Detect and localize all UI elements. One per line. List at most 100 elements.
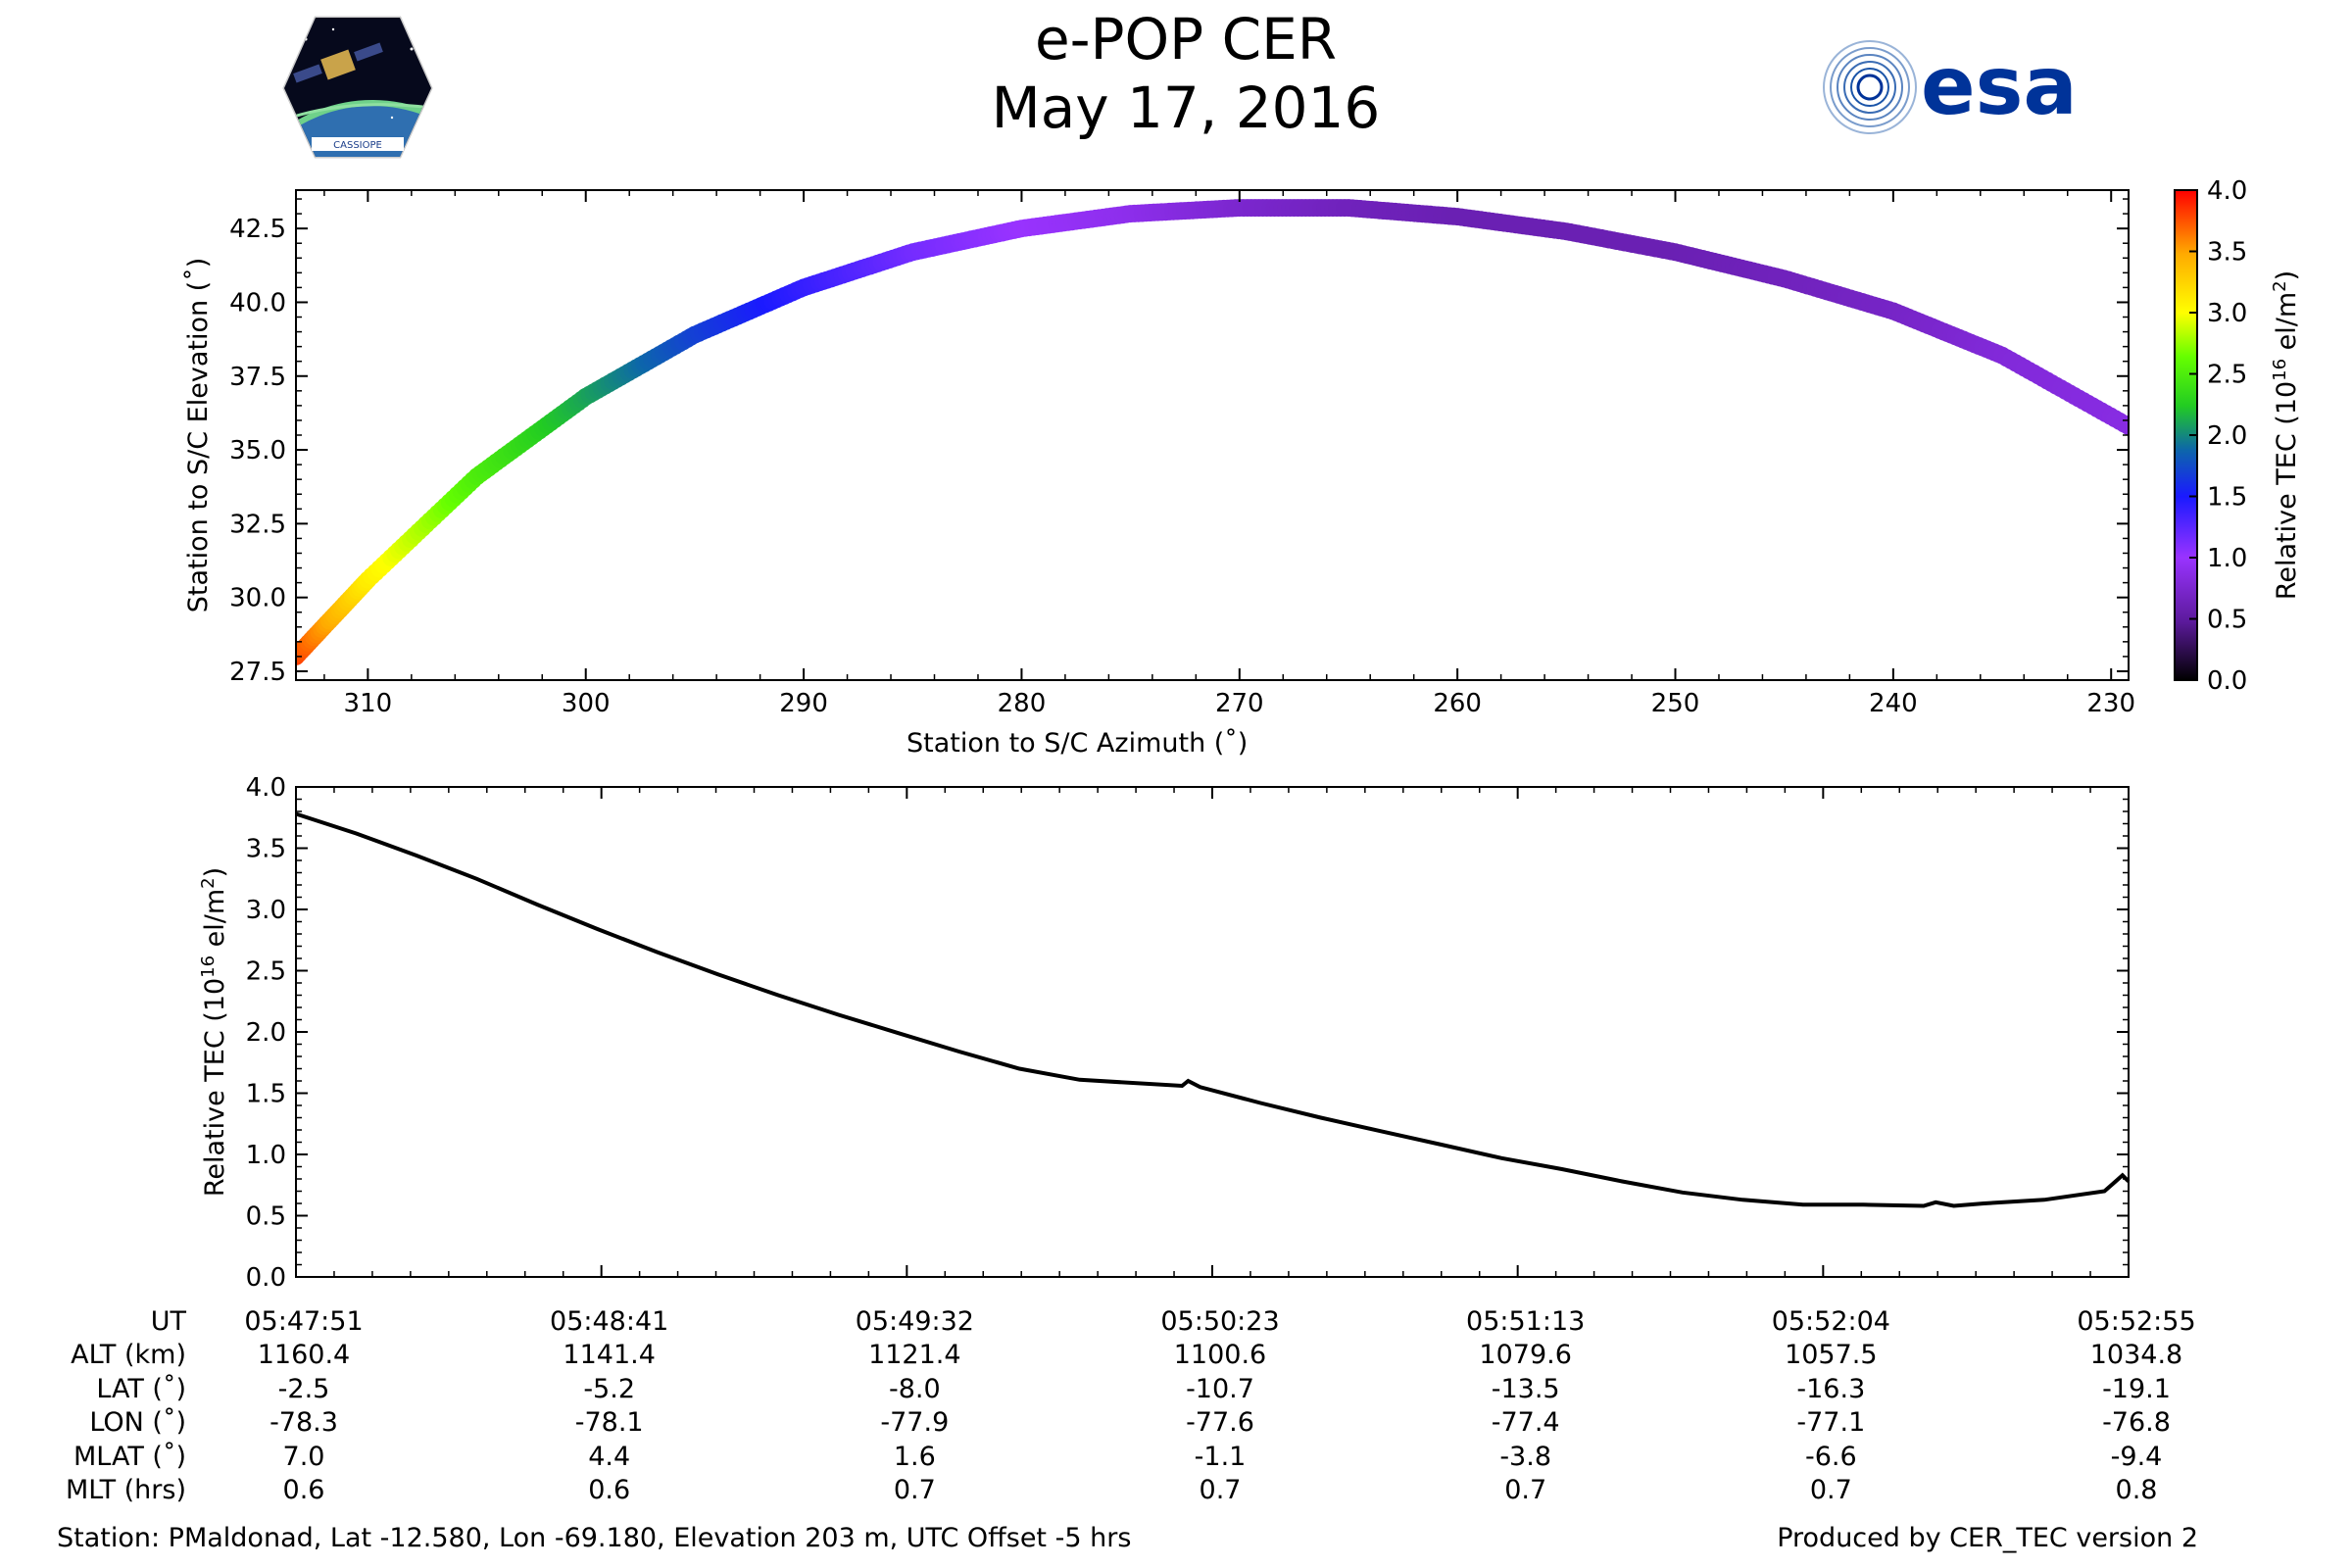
table-cell: -78.3 <box>270 1407 338 1438</box>
colorbar-ticks: 0.0 0.5 1.0 1.5 2.0 2.5 3.0 3.5 4.0 <box>2189 176 2247 696</box>
y-tick-label: 0.5 <box>246 1202 286 1232</box>
producer-info: Produced by CER_TEC version 2 <box>1777 1523 2198 1553</box>
colorbar-tick-label: 0.5 <box>2207 606 2247 635</box>
table-cell: -3.8 <box>1499 1442 1551 1472</box>
bottom-chart-ylabel: Relative TEC (1016 el/m2) <box>198 867 231 1197</box>
colorbar-tick-label: 3.5 <box>2207 238 2247 268</box>
table-cell: -8.0 <box>889 1374 941 1404</box>
table-cell: 1141.4 <box>563 1340 655 1370</box>
table-cell: 0.7 <box>1200 1475 1242 1505</box>
y-tick-label: 2.0 <box>246 1018 286 1048</box>
y-tick-label: 40.0 <box>229 288 286 318</box>
colorbar-tick-label: 4.0 <box>2207 176 2247 206</box>
table-cell: 0.8 <box>2116 1475 2158 1505</box>
top-chart-xlabel: Station to S/C Azimuth (˚) <box>906 728 1248 759</box>
table-cell: 0.7 <box>1504 1475 1546 1505</box>
table-row-label: UT <box>151 1306 187 1337</box>
y-tick-label: 1.0 <box>246 1141 286 1170</box>
y-tick-label: 1.5 <box>246 1080 286 1109</box>
colorbar-tick-label: 1.5 <box>2207 483 2247 513</box>
colorbar-tick-label: 2.5 <box>2207 361 2247 390</box>
colorbar-tick-label: 3.0 <box>2207 299 2247 328</box>
y-tick-label: 30.0 <box>229 584 286 613</box>
bottom-chart-ticks: 0.0 0.5 1.0 1.5 2.0 2.5 3.0 3.5 4.0 <box>246 773 2130 1293</box>
table-cell: 05:50:23 <box>1160 1306 1279 1337</box>
table-cell: 1057.5 <box>1785 1340 1877 1370</box>
table-cell: 05:49:32 <box>856 1306 974 1337</box>
y-tick-label: 32.5 <box>229 510 286 539</box>
table-row-label: MLAT (˚) <box>74 1442 186 1472</box>
table-cell: 1121.4 <box>868 1340 960 1370</box>
colorbar-tick-label: 0.0 <box>2207 666 2247 696</box>
table-cell: 0.7 <box>1810 1475 1852 1505</box>
top-chart-trajectory <box>296 199 2129 665</box>
table-row-label: MLT (hrs) <box>66 1475 186 1505</box>
esa-wordmark: esa <box>1921 40 2078 133</box>
table-cell: -16.3 <box>1796 1374 1865 1404</box>
y-tick-label: 3.0 <box>246 896 286 925</box>
table-cell: -77.1 <box>1796 1407 1865 1438</box>
table-cell: -76.8 <box>2102 1407 2171 1438</box>
table-cell: 0.6 <box>283 1475 325 1505</box>
y-tick-label: 42.5 <box>229 215 286 244</box>
table-cell: -2.5 <box>278 1374 330 1404</box>
esa-logo: esa <box>1823 40 2078 134</box>
y-tick-label: 4.0 <box>246 773 286 803</box>
table-cell: 7.0 <box>283 1442 325 1472</box>
x-tick-label: 270 <box>1215 689 1264 718</box>
x-tick-label: 300 <box>562 689 611 718</box>
table-cell: 1079.6 <box>1479 1340 1571 1370</box>
y-tick-label: 2.5 <box>246 957 286 987</box>
colorbar-tick-label: 1.0 <box>2207 544 2247 573</box>
y-tick-label: 35.0 <box>229 436 286 466</box>
x-tick-label: 290 <box>779 689 828 718</box>
colorbar-label: Relative TEC (1016 el/m2) <box>2270 270 2303 600</box>
x-tick-label: 240 <box>1869 689 1918 718</box>
table-row-label: LON (˚) <box>89 1407 186 1438</box>
top-chart-ticks: 310 300 290 280 270 260 250 240 230 27.5 30.0 32.5 3… <box>229 190 2135 718</box>
table-cell: 1.6 <box>894 1442 936 1472</box>
table-cell: -13.5 <box>1492 1374 1560 1404</box>
esa-swirl-icon <box>1823 40 1917 134</box>
table-cell: 4.4 <box>588 1442 630 1472</box>
table-cell: -78.1 <box>575 1407 644 1438</box>
table-cell: 1100.6 <box>1174 1340 1266 1370</box>
x-tick-label: 260 <box>1433 689 1482 718</box>
colorbar-tick-label: 2.0 <box>2207 421 2247 451</box>
x-tick-label: 280 <box>998 689 1047 718</box>
table-cell: -9.4 <box>2111 1442 2163 1472</box>
table-cell: -10.7 <box>1186 1374 1254 1404</box>
table-cell: 05:48:41 <box>550 1306 668 1337</box>
figure-title: e-POP CER <box>1034 6 1338 73</box>
top-chart-ylabel: Station to S/C Elevation (˚) <box>183 258 214 613</box>
table-cell: 1034.8 <box>2090 1340 2182 1370</box>
bottom-chart: 0.0 0.5 1.0 1.5 2.0 2.5 3.0 3.5 4.0 Relative TEC… <box>198 773 2131 1293</box>
table-cell: 1160.4 <box>258 1340 350 1370</box>
top-chart: 310 300 290 280 270 260 250 240 230 27.5 30.0 32.5 3… <box>183 189 2135 759</box>
table-cell: -1.1 <box>1195 1442 1247 1472</box>
trajectory-point <box>2120 416 2129 435</box>
x-tick-label: 250 <box>1651 689 1700 718</box>
table-cell: -77.9 <box>880 1407 949 1438</box>
table-cell: 05:52:55 <box>2077 1306 2195 1337</box>
cassiope-logo: CASSIOPE <box>282 16 433 159</box>
table-cell: -6.6 <box>1805 1442 1857 1472</box>
table-cell: 05:47:51 <box>244 1306 363 1337</box>
table-cell: -77.6 <box>1186 1407 1254 1438</box>
satellite-icon <box>293 42 383 83</box>
x-tick-label: 310 <box>344 689 393 718</box>
cassiope-label: CASSIOPE <box>333 140 382 151</box>
station-info: Station: PMaldonad, Lat -12.580, Lon -69… <box>57 1523 1132 1553</box>
colorbar: 0.0 0.5 1.0 1.5 2.0 2.5 3.0 3.5 4.0 Relative TEC… <box>2174 176 2303 696</box>
y-tick-label: 37.5 <box>229 363 286 392</box>
top-chart-frame <box>295 189 2130 681</box>
table-cell: 0.7 <box>894 1475 936 1505</box>
x-tick-label: 230 <box>2086 689 2135 718</box>
table-cell: -5.2 <box>583 1374 635 1404</box>
tec-series-line <box>295 811 2131 1208</box>
figure-date: May 17, 2016 <box>991 74 1381 141</box>
table-cell: 05:52:04 <box>1772 1306 1890 1337</box>
table-cell: -77.4 <box>1492 1407 1560 1438</box>
y-tick-label: 0.0 <box>246 1263 286 1293</box>
